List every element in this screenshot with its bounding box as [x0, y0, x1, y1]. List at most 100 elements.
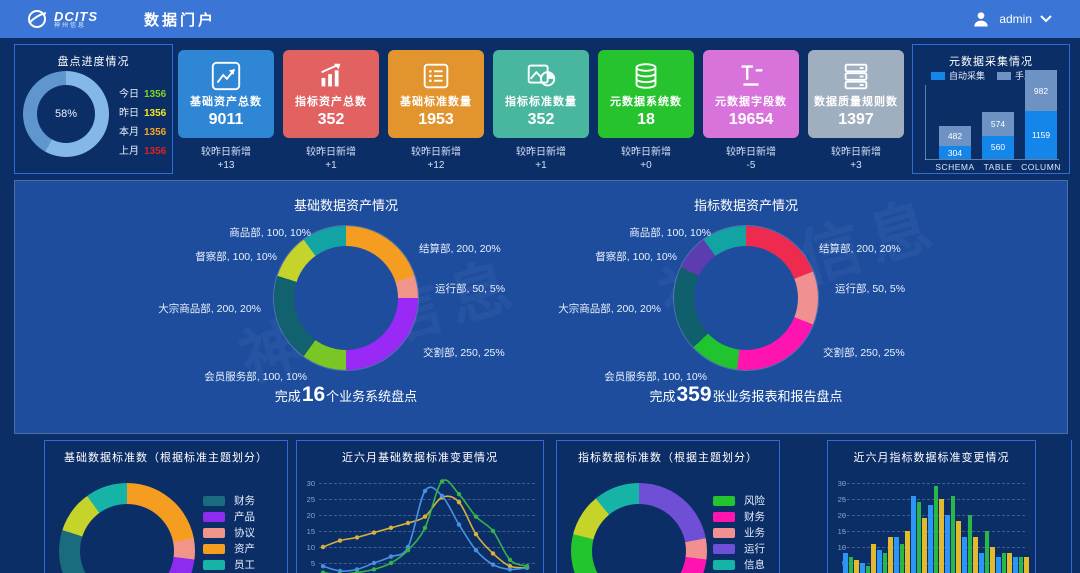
legend-item: 员工 [203, 557, 255, 572]
gridline [319, 531, 535, 532]
donut-label: 商品部, 100, 10% [229, 227, 311, 239]
kpi-card-quality-rules[interactable]: 数据质量规则数 1397 [808, 50, 904, 138]
donut-label: 结算部, 200, 20% [819, 243, 901, 255]
stat-month: 本月 1356 [119, 127, 167, 138]
y-tick-label: 10 [306, 543, 315, 552]
legend-item: 资产 [203, 541, 255, 556]
data-point [507, 567, 513, 572]
bar [1018, 556, 1024, 573]
bar [843, 553, 848, 573]
base-trend-panel: 近六月基础数据标准变更情况 30 25 20 15 10 5 [296, 440, 544, 573]
bar [967, 515, 973, 573]
bar-category-label: TABLE [983, 162, 1013, 172]
next-panel-edge [1071, 440, 1080, 573]
data-point [422, 514, 428, 519]
data-point [422, 488, 428, 494]
bar [888, 537, 893, 573]
kpi-card-metadata-systems[interactable]: 元数据系统数 18 [598, 50, 694, 138]
kpi-card-index-standards[interactable]: 指标标准数量 352 [493, 50, 589, 138]
y-tick-label: 10 [837, 543, 846, 552]
user-avatar-icon [971, 9, 991, 29]
y-tick-label: 25 [306, 495, 315, 504]
logo[interactable]: DCITS 神州信息 [26, 8, 98, 30]
bar [1013, 556, 1018, 573]
kpi-delta: 较昨日新增 -5 [726, 147, 776, 171]
bar [1007, 553, 1012, 573]
panel-title: 盘点进度情况 [57, 56, 130, 68]
donut-label: 结算部, 200, 20% [419, 243, 501, 255]
bar [945, 515, 950, 573]
data-point [456, 522, 462, 527]
bar [1024, 556, 1029, 573]
legend-item: 风险 [713, 493, 765, 508]
bar [962, 537, 967, 573]
kpi-delta: 较昨日新增 +13 [201, 147, 251, 171]
base-asset-donut [274, 226, 418, 370]
y-tick-label: 30 [837, 479, 846, 488]
data-point [388, 560, 394, 566]
donut-label: 督察部, 100, 10% [595, 251, 677, 263]
gridline [842, 483, 1025, 484]
y-tick-label: 15 [306, 527, 315, 536]
chevron-down-icon [1040, 15, 1052, 23]
panel-title: 指标数据标准数（根据主题划分） [578, 452, 758, 464]
data-point [439, 493, 445, 498]
data-point [405, 548, 411, 553]
logo-swirl-icon [26, 8, 48, 30]
data-point [439, 479, 445, 484]
y-tick-label: 30 [306, 479, 315, 488]
bar [916, 502, 922, 573]
data-point [405, 520, 411, 526]
gridline [319, 563, 535, 564]
gridline [319, 483, 535, 484]
bar-segment: 482 [939, 126, 971, 147]
data-point [473, 532, 479, 537]
panel-title: 近六月基础数据标准变更情况 [342, 452, 498, 464]
bar-category-label: COLUMN [1021, 162, 1061, 172]
data-point [456, 500, 462, 505]
bar [990, 547, 995, 573]
donut-label: 交割部, 250, 25% [423, 347, 505, 359]
panel-title: 基础数据标准数（根据标准主题划分） [64, 452, 268, 464]
user-menu[interactable]: admin [971, 0, 1052, 38]
bar [928, 505, 933, 573]
metadata-collection-panel: 元数据采集情况 自动采集 手工导入 304482SCHEMA560574TABL… [912, 44, 1070, 174]
asset-overview-panel: 神州信息 神州信息 基础数据资产情况 商品部, 100, 10% 督察部, 10… [14, 180, 1068, 434]
bar [865, 566, 871, 573]
chart-title-base-assets: 基础数据资产情况 [293, 198, 398, 213]
data-point [320, 564, 326, 569]
stat-lastmonth: 上月 1356 [119, 146, 167, 157]
kpi-card-base-standards[interactable]: 基础标准数量 1953 [388, 50, 484, 138]
kpi-delta: 较昨日新增 +3 [831, 147, 881, 171]
kpi-card-index-assets[interactable]: 指标资产总数 352 [283, 50, 379, 138]
data-point [320, 544, 326, 550]
bar [973, 537, 978, 573]
bar [877, 550, 882, 573]
kpi-delta: 较昨日新增 +0 [621, 147, 671, 171]
bar [899, 543, 905, 573]
legend-item: 业务 [713, 525, 765, 540]
base-asset-caption: 完成 16 个业务系统盘点 [274, 383, 418, 406]
donut-label: 督察部, 100, 10% [195, 251, 277, 263]
panel-title: 近六月指标数据标准变更情况 [853, 452, 1010, 464]
data-point [320, 570, 326, 573]
y-tick-label: 20 [306, 511, 315, 520]
kpi-card-metadata-fields[interactable]: 元数据字段数 19654 [703, 50, 799, 138]
bar [911, 495, 916, 573]
legend-item: 协议 [203, 525, 255, 540]
username: admin [999, 12, 1032, 26]
data-point [473, 548, 479, 553]
donut-label: 大宗商品部, 200, 20% [558, 303, 661, 315]
donut-label: 运行部, 50, 5% [835, 283, 906, 295]
bar-segment: 982 [1025, 70, 1057, 111]
panel-title: 元数据采集情况 [949, 56, 1033, 68]
data-point [490, 551, 496, 556]
data-point [473, 514, 479, 519]
data-point [337, 568, 343, 573]
y-tick-label: 15 [837, 527, 846, 536]
data-point [337, 538, 343, 543]
bar-growth-icon [283, 59, 379, 93]
stat-yesterday: 昨日 1356 [119, 108, 167, 119]
kpi-card-base-assets[interactable]: 基础资产总数 9011 [178, 50, 274, 138]
